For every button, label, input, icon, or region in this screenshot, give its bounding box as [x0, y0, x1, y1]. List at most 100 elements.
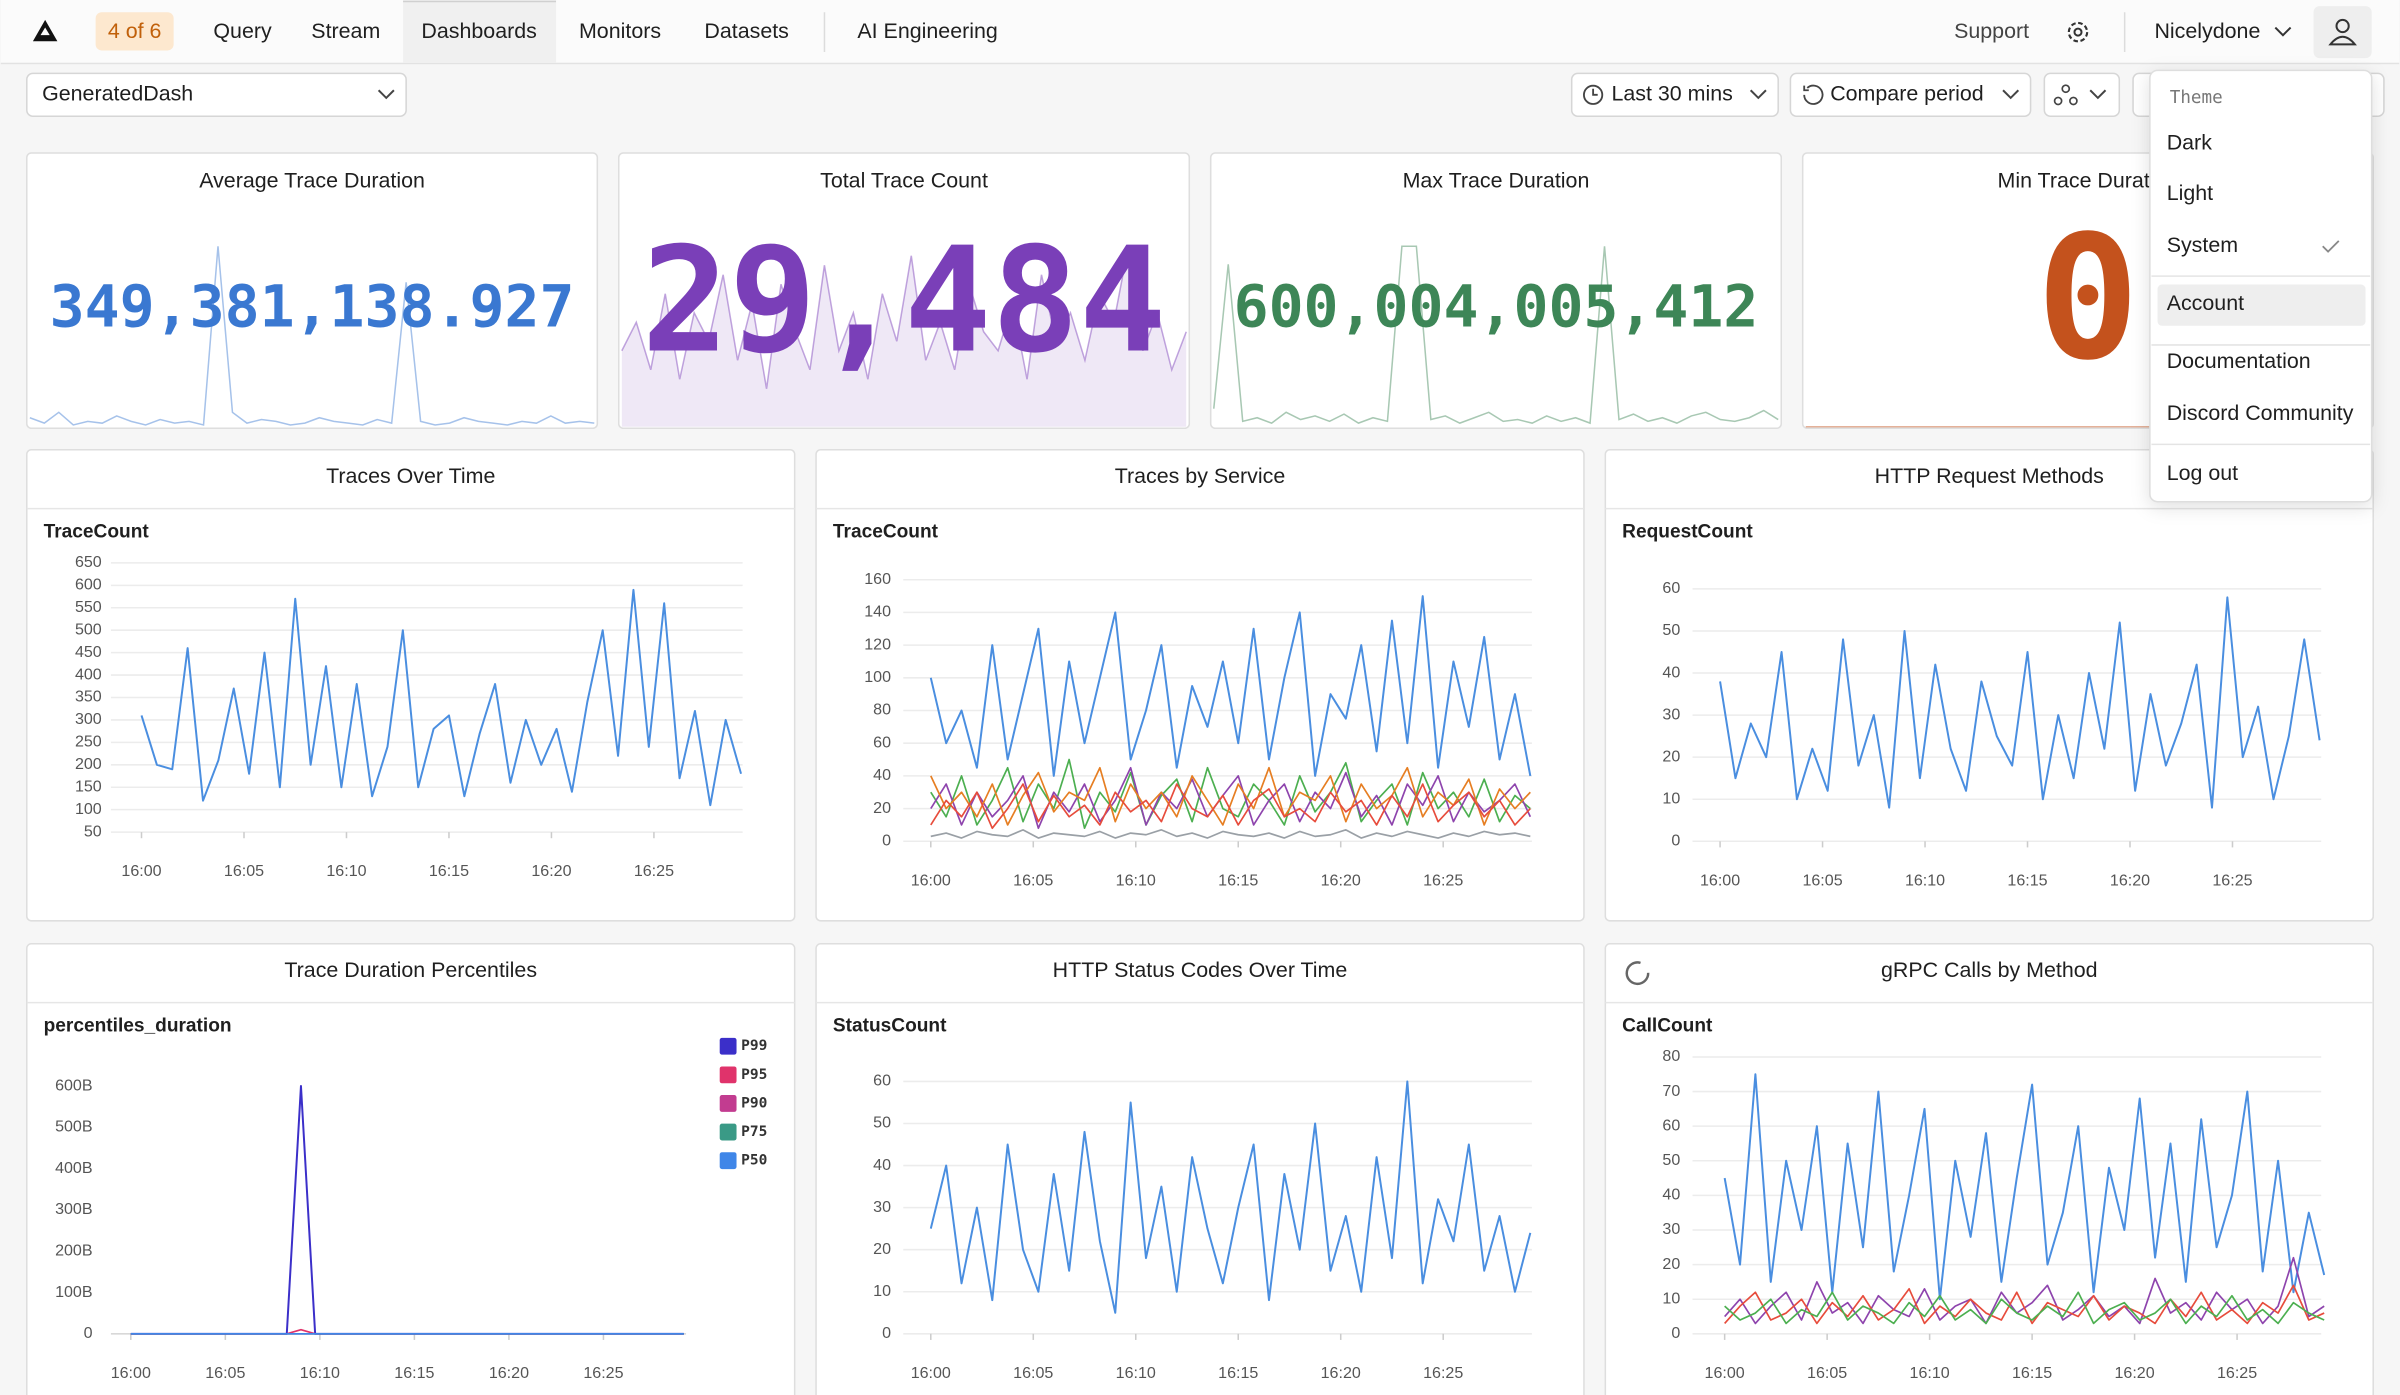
compare-label: Compare period: [1830, 81, 1984, 105]
dashboard: Average Trace Duration 349,381,138.927 Tot…: [26, 152, 2374, 1395]
stat-title: Min Trace Duration: [1998, 169, 2179, 193]
chart-card: [1604, 448, 2374, 922]
series-line: [1724, 1291, 2325, 1325]
series-line: [1719, 596, 2321, 809]
x-tick-label: 16:00: [111, 1364, 151, 1382]
menu-item[interactable]: System: [2167, 233, 2238, 257]
y-tick-label: 550: [75, 598, 102, 616]
menu-item[interactable]: Log out: [2167, 461, 2238, 485]
y-tick-label: 0: [882, 832, 891, 850]
series-line: [140, 588, 742, 807]
stat-card: [1209, 152, 1783, 430]
x-tick-label: 16:15: [394, 1364, 434, 1382]
y-tick-label: 300: [75, 710, 102, 728]
x-tick-label: 16:00: [911, 871, 951, 889]
nav-bar: [0, 0, 2400, 65]
x-tick-label: 16:10: [1905, 871, 1945, 889]
y-tick-label: 60: [873, 1072, 891, 1090]
stat-card: [26, 152, 599, 430]
menu-item[interactable]: Dark: [2167, 130, 2212, 154]
loading-spinner: [1625, 961, 1650, 986]
badge-text: 4 of 6: [108, 19, 162, 43]
chart-card: [815, 943, 1585, 1395]
menu-item[interactable]: Account: [2167, 291, 2244, 315]
series-line: [929, 1080, 1532, 1314]
compare-button[interactable]: [1789, 72, 2032, 118]
x-tick-label: 16:20: [531, 862, 571, 880]
chart-card: [26, 943, 796, 1395]
y-tick-label: 40: [873, 1156, 891, 1174]
active-tab: [403, 0, 557, 63]
x-tick-label: 16:15: [2007, 871, 2047, 889]
user-name[interactable]: Nicelydone: [2154, 19, 2260, 43]
x-tick-label: 16:10: [326, 862, 366, 880]
y-tick-label: 100: [864, 668, 891, 686]
nav-item[interactable]: Dashboards: [421, 19, 536, 43]
time-range-button[interactable]: [1570, 72, 1779, 118]
x-tick-label: 16:25: [1423, 1364, 1463, 1382]
x-tick-label: 16:20: [1321, 1364, 1361, 1382]
y-tick-label: 600: [75, 576, 102, 594]
dashboard-select[interactable]: [26, 72, 407, 118]
x-tick-label: 16:00: [1705, 1364, 1745, 1382]
nav-item[interactable]: Monitors: [579, 19, 661, 43]
y-tick-label: 100B: [55, 1283, 92, 1301]
nav-item[interactable]: AI Engineering: [857, 19, 997, 43]
history-icon: [1803, 84, 1824, 105]
y-tick-label: 500: [75, 620, 102, 638]
nav-item[interactable]: Query: [213, 19, 272, 43]
x-tick-label: 16:20: [489, 1364, 529, 1382]
chart-card: [815, 448, 1585, 922]
series-line: [1723, 1073, 2326, 1301]
logo[interactable]: [32, 19, 58, 42]
legend-label: P95: [741, 1067, 767, 1083]
x-tick-label: 16:10: [1116, 871, 1156, 889]
menu-highlight: [2157, 284, 2366, 326]
time-range: Last 30 mins: [1611, 81, 1732, 105]
legend-swatch: [719, 1123, 737, 1141]
spark-area: [621, 246, 1187, 427]
group-button[interactable]: [2043, 72, 2121, 118]
y-tick-label: 400: [75, 665, 102, 683]
menu-item[interactable]: Documentation: [2167, 349, 2311, 373]
legend-label: P75: [741, 1124, 767, 1140]
user-menu: Theme Dark Light System Account Document…: [2149, 69, 2373, 503]
legend-label: P50: [741, 1153, 767, 1169]
y-tick-label: 500B: [55, 1118, 92, 1136]
x-tick-label: 16:15: [1218, 871, 1258, 889]
y-axis-label: percentiles_duration: [44, 1015, 232, 1036]
stat-title: Average Trace Duration: [199, 169, 425, 193]
settings-icon[interactable]: [2067, 21, 2089, 43]
series-line: [1724, 1284, 2325, 1325]
stat-title: Total Trace Count: [820, 169, 988, 193]
chevron: [2002, 89, 2020, 100]
y-tick-label: 50: [84, 822, 102, 840]
x-tick-label: 16:15: [2012, 1364, 2052, 1382]
nav-item[interactable]: Datasets: [704, 19, 788, 43]
stat-value: 29,484: [642, 217, 1167, 386]
badge[interactable]: [95, 12, 174, 51]
nav-item[interactable]: Stream: [311, 19, 380, 43]
menu-item[interactable]: Discord Community: [2167, 401, 2354, 425]
x-tick-label: 16:25: [583, 1364, 623, 1382]
series-line: [930, 828, 1531, 839]
y-tick-label: 400B: [55, 1159, 92, 1177]
x-tick-label: 16:25: [1423, 871, 1463, 889]
y-tick-label: 160: [864, 570, 891, 588]
x-tick-label: 16:05: [1807, 1364, 1847, 1382]
legend-swatch: [719, 1152, 737, 1170]
y-axis-label: RequestCount: [1622, 521, 1753, 542]
x-tick-label: 16:00: [121, 862, 161, 880]
y-tick-label: 30: [1662, 705, 1680, 723]
y-tick-label: 20: [1662, 747, 1680, 765]
chart-card: [26, 448, 796, 922]
support-link[interactable]: Support: [1954, 19, 2029, 43]
stat-title: Max Trace Duration: [1403, 169, 1590, 193]
menu-item[interactable]: Light: [2167, 181, 2213, 205]
y-tick-label: 50: [1662, 1151, 1680, 1169]
y-tick-label: 0: [1671, 832, 1680, 850]
legend-swatch: [719, 1095, 737, 1112]
x-tick-label: 16:15: [429, 862, 469, 880]
y-tick-label: 150: [75, 777, 102, 795]
